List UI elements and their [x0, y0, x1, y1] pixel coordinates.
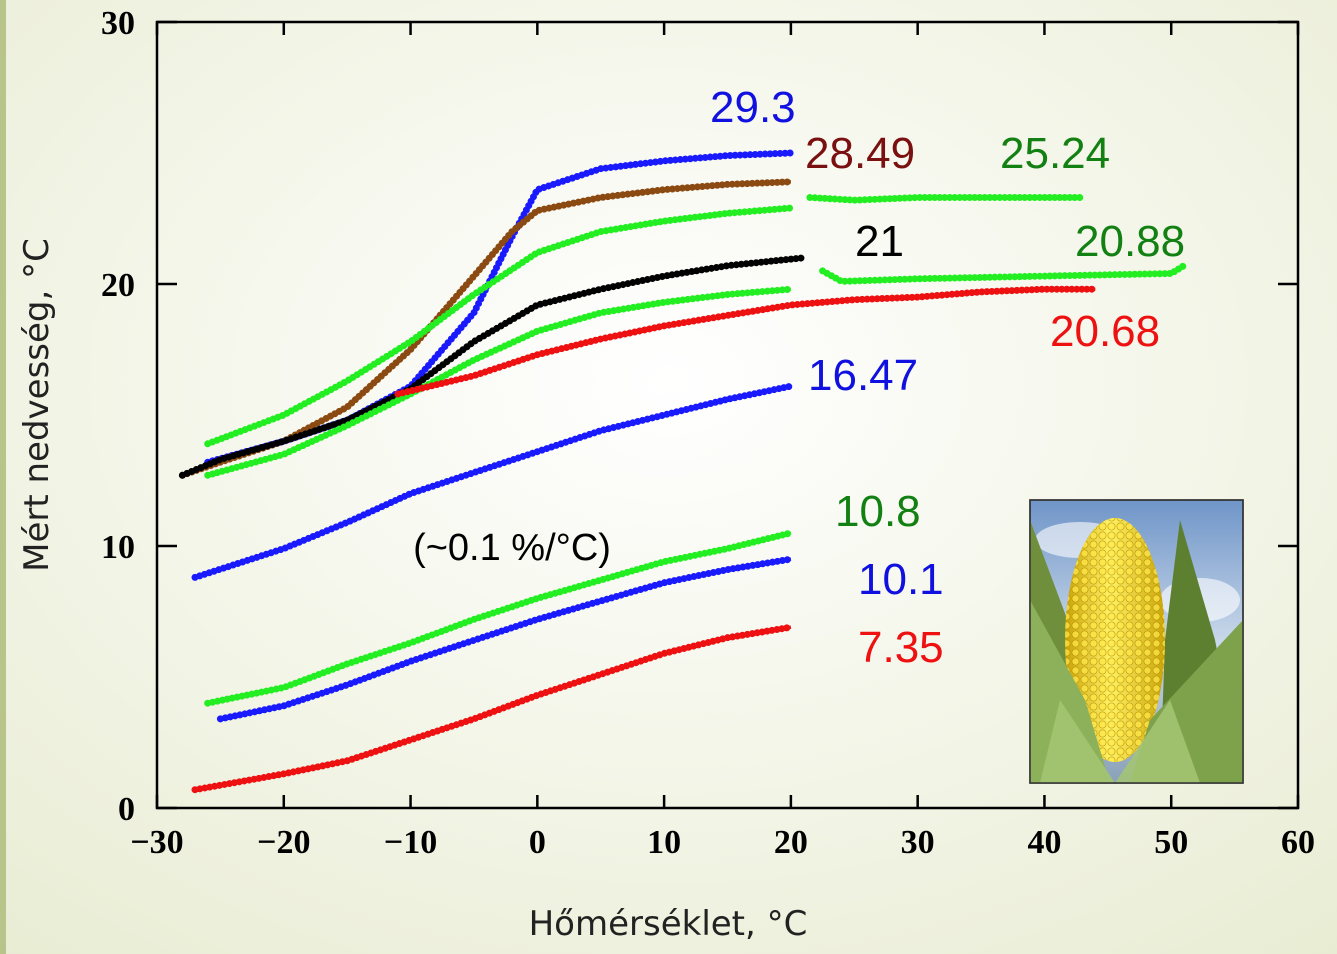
series-label: 7.35 — [858, 623, 944, 672]
x-tick-label: 10 — [647, 824, 681, 861]
x-tick-label: 0 — [529, 824, 546, 861]
x-tick-label: 30 — [901, 824, 935, 861]
y-axis-title: Mért nedvesség, °C — [17, 238, 57, 572]
series-label: 20.68 — [1050, 307, 1160, 356]
series-label: 21 — [855, 217, 904, 266]
x-tick-label: 50 — [1154, 824, 1188, 861]
series-label: 29.3 — [710, 83, 796, 132]
x-tick-label: 20 — [774, 824, 808, 861]
y-tick-label: 20 — [101, 267, 135, 304]
series-label: 20.88 — [1075, 217, 1185, 266]
x-axis-title: Hőmérséklet, °C — [529, 904, 808, 944]
series-label: 25.24 — [1000, 129, 1110, 178]
y-tick-label: 0 — [118, 791, 135, 828]
y-tick-label: 10 — [101, 529, 135, 566]
series-label: 10.1 — [858, 555, 944, 604]
x-tick-label: 60 — [1281, 824, 1315, 861]
x-tick-label: −10 — [384, 824, 437, 861]
series-label: 16.47 — [808, 351, 918, 400]
background — [0, 0, 1337, 954]
x-tick-label: 40 — [1027, 824, 1061, 861]
series-label: 10.8 — [835, 487, 921, 536]
y-tick-label: 30 — [101, 5, 135, 42]
side-strip — [0, 0, 6, 954]
corn-photo — [1030, 500, 1243, 783]
x-tick-label: −20 — [257, 824, 310, 861]
annotation: (~0.1 %/°C) — [413, 527, 611, 569]
series-label: 28.49 — [805, 129, 915, 178]
x-tick-label: −30 — [130, 824, 183, 861]
chart: −30 −20 −10 0 10 20 30 40 50 60 0 10 20 30 Hőmérséklet… — [0, 0, 1337, 954]
